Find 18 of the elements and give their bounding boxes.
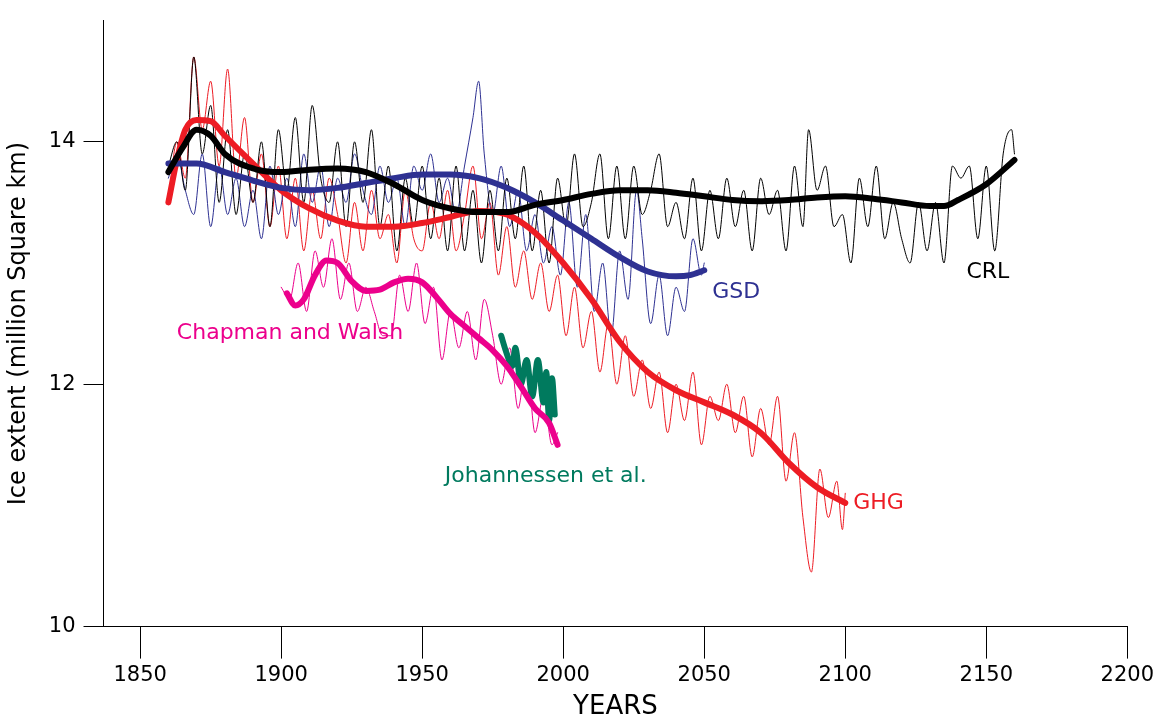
x-tick-label: 2050 — [677, 661, 731, 686]
text: Johannessen et al. — [442, 462, 647, 488]
y-axis-title: Ice extent (million Square km) — [2, 141, 31, 506]
y-tick-label: 14 — [48, 128, 76, 153]
x-tick-label: 1850 — [113, 661, 167, 686]
x-tick-label: 1950 — [395, 661, 449, 686]
series-label: Chapman and Walsh — [176, 319, 404, 345]
x-tick-label: 2000 — [536, 661, 590, 686]
x-tick-label: 2200 — [1100, 661, 1154, 686]
y-tick-label: 12 — [48, 370, 76, 395]
text: CRL — [966, 257, 1011, 283]
series-label: GSD — [712, 277, 761, 303]
x-tick-label: 2100 — [818, 661, 872, 686]
series-label: GHG — [853, 488, 904, 514]
x-tick-label: 2150 — [959, 661, 1013, 686]
x-tick-label: 1900 — [254, 661, 308, 686]
y-tick-label: 10 — [48, 613, 76, 638]
x-axis-title: YEARS — [572, 690, 658, 721]
